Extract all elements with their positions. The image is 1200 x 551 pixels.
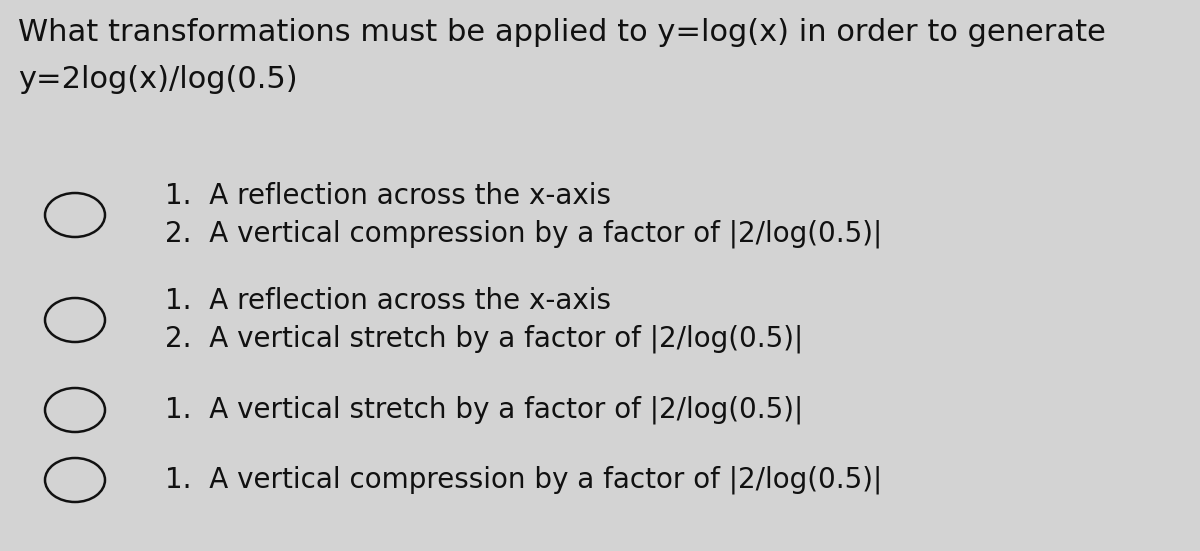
Text: 1.  A vertical stretch by a factor of |2/log(0.5)|: 1. A vertical stretch by a factor of |2/… <box>166 396 803 424</box>
Text: 1.  A reflection across the x-axis: 1. A reflection across the x-axis <box>166 287 611 315</box>
Text: 2.  A vertical stretch by a factor of |2/log(0.5)|: 2. A vertical stretch by a factor of |2/… <box>166 325 803 353</box>
Text: 2.  A vertical compression by a factor of |2/log(0.5)|: 2. A vertical compression by a factor of… <box>166 220 882 249</box>
Text: y=2log(x)/log(0.5): y=2log(x)/log(0.5) <box>18 65 298 94</box>
Text: 1.  A reflection across the x-axis: 1. A reflection across the x-axis <box>166 182 611 210</box>
Text: What transformations must be applied to y=log(x) in order to generate: What transformations must be applied to … <box>18 18 1106 47</box>
Text: 1.  A vertical compression by a factor of |2/log(0.5)|: 1. A vertical compression by a factor of… <box>166 466 882 494</box>
